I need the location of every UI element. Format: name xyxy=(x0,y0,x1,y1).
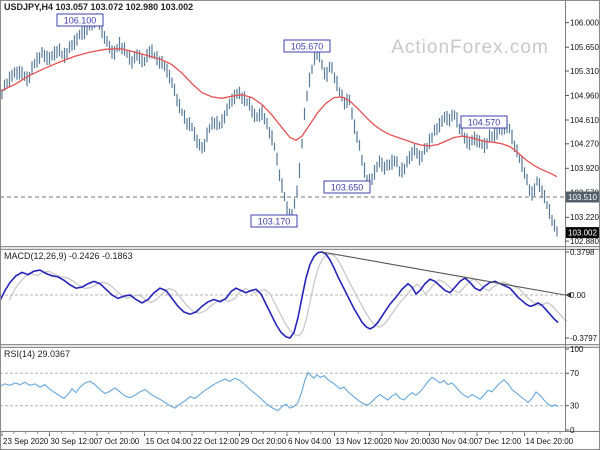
svg-text:103.650: 103.650 xyxy=(331,183,364,193)
y-axis-tick: 103.920 xyxy=(570,164,599,173)
svg-text:103.002: 103.002 xyxy=(568,229,597,238)
macd-axis-ticks: 0.3798 0.00 -0.3797 xyxy=(565,248,598,343)
rsi-level-lines xyxy=(0,372,565,407)
x-axis-tick: 30 Nov 04:00 xyxy=(431,437,479,446)
y-axis-tick: -0.3797 xyxy=(570,334,598,343)
svg-text:103.170: 103.170 xyxy=(258,217,291,227)
x-axis-tick: 6 Nov 04:00 xyxy=(288,437,332,446)
y-axis-tick: 102.880 xyxy=(570,237,599,246)
rsi-header: RSI(14) 29.0367 xyxy=(4,349,70,359)
rsi-axis-ticks: 100 70 30 0 xyxy=(565,345,584,435)
y-axis-tick: 100 xyxy=(570,345,584,354)
main-price-panel: ActionForex.com 106.100 105.670 104.570 103… xyxy=(0,2,565,237)
x-axis-tick: 15 Oct 04:00 xyxy=(146,437,192,446)
x-axis-tick: 22 Oct 12:00 xyxy=(193,437,239,446)
y-axis-tick: 104.270 xyxy=(570,140,599,149)
rsi-line xyxy=(0,371,559,412)
y-axis-tick: 0 xyxy=(570,426,575,435)
panel-splitter[interactable] xyxy=(0,246,600,250)
macd-header: MACD(12,26,9) -0.2426 -0.1863 xyxy=(4,251,133,261)
pivot-label: 104.570 xyxy=(460,115,508,129)
y-axis-tick: 106.000 xyxy=(570,19,599,28)
macd-lines xyxy=(0,251,571,339)
y-axis-tick: 0.00 xyxy=(570,291,586,300)
svg-text:106.100: 106.100 xyxy=(64,16,97,26)
rsi-indicator-line xyxy=(0,371,559,412)
x-axis-tick: 14 Dec 20:00 xyxy=(526,437,574,446)
pivot-label: 105.670 xyxy=(283,39,331,53)
moving-average xyxy=(0,47,558,178)
panel-splitter[interactable] xyxy=(0,344,600,348)
pivot-label: 103.650 xyxy=(323,180,371,194)
y-axis-tick: 105.650 xyxy=(570,43,599,52)
y-axis-tick: 30 xyxy=(570,402,579,411)
svg-text:104.570: 104.570 xyxy=(468,118,501,128)
pivot-label: 103.170 xyxy=(250,214,298,228)
y-axis-tick: 104.610 xyxy=(570,116,599,125)
watermark: ActionForex.com xyxy=(391,37,549,58)
macd-trendline xyxy=(321,251,566,296)
current-price-tag: 103.002 xyxy=(566,227,599,239)
svg-text:105.670: 105.670 xyxy=(291,42,324,52)
y-axis-tick: 70 xyxy=(570,369,579,378)
price-bars xyxy=(1,13,558,237)
y-axis-tick: 0.3798 xyxy=(570,248,595,257)
level-price-tag: 103.510 xyxy=(566,191,599,203)
x-axis-tick: 30 Sep 12:00 xyxy=(51,437,99,446)
x-axis-tick: 29 Oct 20:00 xyxy=(241,437,287,446)
rsi-panel: RSI(14) 29.0367 xyxy=(0,349,565,412)
macd-signal-line xyxy=(8,253,568,337)
price-axis-ticks: 106.000 105.650 105.310 104.960 104.610 104.2… xyxy=(565,19,599,246)
y-axis-tick: 104.960 xyxy=(570,91,599,100)
price-tags: 103.510 103.002 xyxy=(566,191,599,239)
x-axis-tick: 20 Nov 20:00 xyxy=(383,437,431,446)
y-axis-tick: 103.220 xyxy=(570,213,599,222)
x-axis-tick: 7 Dec 12:00 xyxy=(478,437,522,446)
svg-text:103.510: 103.510 xyxy=(568,193,597,202)
x-axis-tick: 7 Oct 20:00 xyxy=(98,437,140,446)
macd-main-line xyxy=(0,251,559,339)
pivot-label: 106.100 xyxy=(56,13,104,27)
main-header: USDJPY,H4 103.057 103.072 102.980 103.00… xyxy=(4,2,193,12)
moving-average-line xyxy=(0,47,558,178)
time-axis: 23 Sep 2020 30 Sep 12:00 7 Oct 20:00 15 Oct… xyxy=(1,432,574,446)
pivot-price-labels: 106.100 105.670 104.570 103.650 103.170 xyxy=(56,13,508,228)
x-axis-tick: 23 Sep 2020 xyxy=(3,437,49,446)
y-axis-tick: 105.310 xyxy=(570,67,599,76)
x-axis-tick: 13 Nov 12:00 xyxy=(336,437,384,446)
macd-panel: MACD(12,26,9) -0.2426 -0.1863 xyxy=(0,251,571,339)
